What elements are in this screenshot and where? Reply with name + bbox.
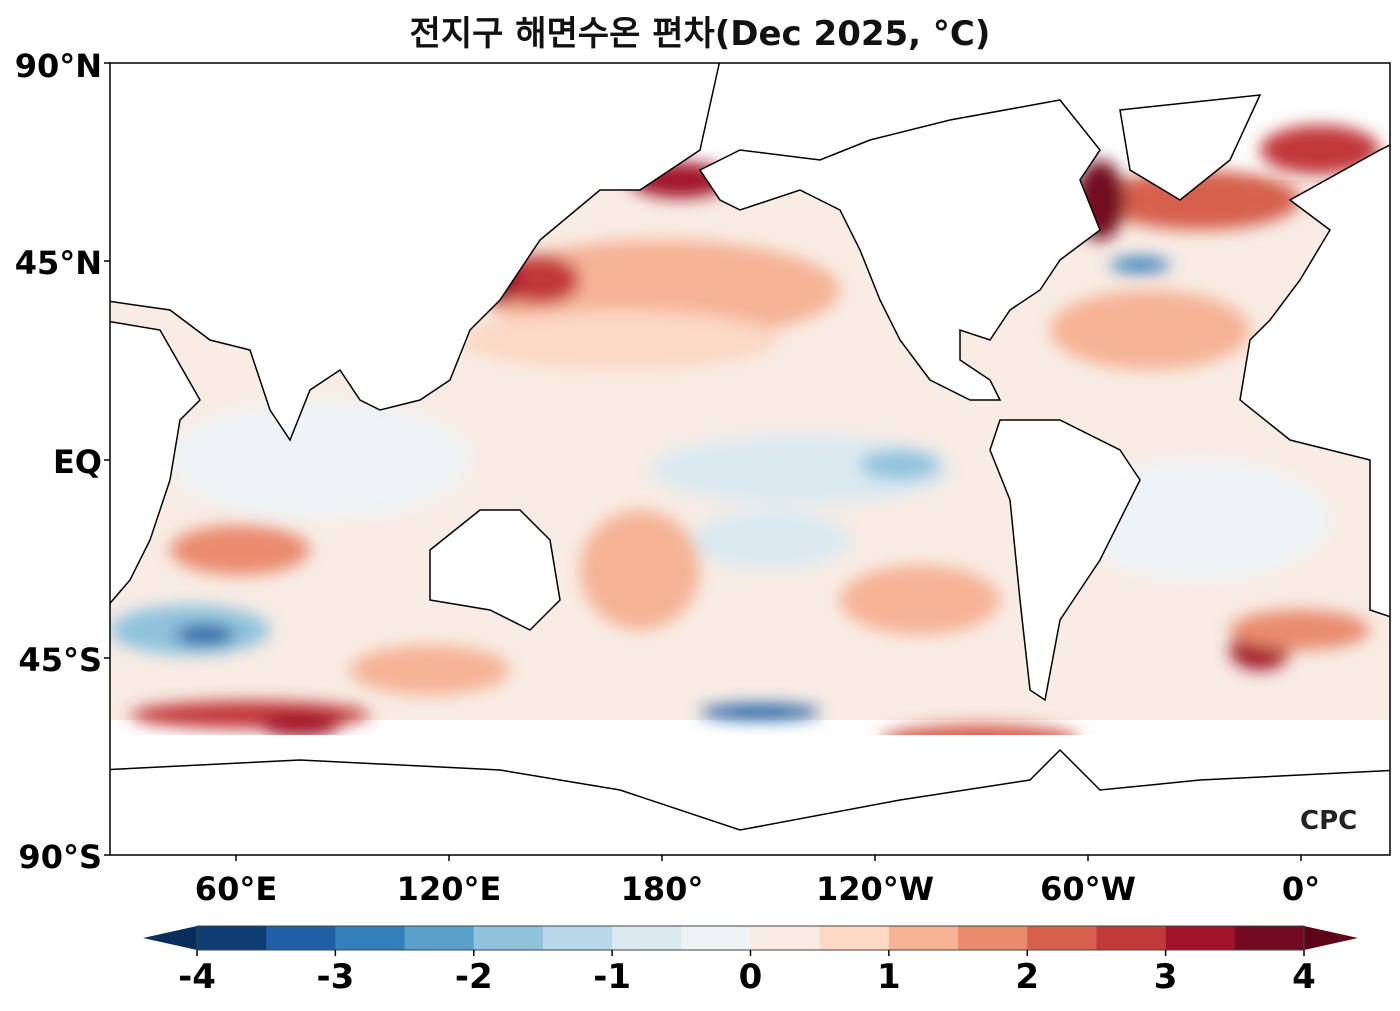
- colorbar-tick-label: 1: [877, 957, 901, 997]
- colorbar-segment: [681, 926, 751, 950]
- colorbar-segment: [819, 926, 890, 950]
- colorbar-segment: [750, 926, 821, 950]
- lat-label: 90°S: [18, 838, 102, 876]
- colorbar-tick-label: -4: [178, 957, 216, 997]
- colorbar-over-arrow: [1304, 926, 1358, 950]
- colorbar: [143, 925, 1358, 956]
- colorbar-segment: [473, 926, 544, 950]
- greenland: [1119, 94, 1262, 201]
- land-masses: [110, 63, 1390, 855]
- colorbar-tick-label: -1: [593, 957, 632, 997]
- colorbar-segment: [1027, 926, 1097, 950]
- map-title: 전지구 해면수온 편차(Dec 2025, °C): [409, 14, 991, 54]
- colorbar-tick-label: -2: [454, 957, 493, 997]
- colorbar-tick-label: 3: [1153, 957, 1178, 997]
- colorbar-segment: [958, 926, 1028, 950]
- north-america: [698, 99, 1101, 401]
- africa: [110, 320, 201, 605]
- colorbar-tick-label: -3: [316, 957, 355, 997]
- colorbar-segment: [1165, 926, 1236, 950]
- anomaly-patches: [110, 115, 1380, 756]
- colorbar-segment: [266, 926, 336, 950]
- lat-label: 45°S: [18, 641, 102, 679]
- colorbar-segment: [542, 926, 613, 950]
- colorbar-segment: [1234, 926, 1305, 950]
- lon-label: 120°E: [396, 870, 502, 908]
- lon-label: 60°E: [194, 870, 278, 908]
- south-america: [989, 419, 1141, 702]
- colorbar-tick-label: 0: [738, 957, 763, 997]
- colorbar-segment: [888, 926, 959, 950]
- lon-label: 60°W: [1040, 870, 1136, 908]
- lon-label: 0°: [1281, 870, 1321, 908]
- colorbar-tick-label: 2: [1015, 957, 1040, 997]
- colorbar-segment: [404, 926, 475, 950]
- lon-label: 120°W: [815, 870, 935, 908]
- lon-label: 180°: [620, 870, 704, 908]
- antarctica: [110, 748, 1390, 855]
- colorbar-segment: [1096, 926, 1167, 950]
- australia: [429, 509, 561, 631]
- colorbar-segment: [335, 926, 406, 950]
- cpc-logo: CPC: [1300, 806, 1358, 836]
- lat-label: EQ: [52, 443, 102, 481]
- colorbar-under-arrow: [143, 926, 197, 950]
- eurasia: [110, 63, 721, 442]
- colorbar-tick-label: 4: [1292, 957, 1316, 997]
- colorbar-segment: [197, 926, 267, 950]
- europe-africa-east: [1239, 144, 1390, 618]
- map-frame: [109, 62, 1391, 856]
- lat-label: 90°N: [14, 47, 102, 85]
- lat-label: 45°N: [14, 244, 102, 282]
- colorbar-segment: [612, 926, 682, 950]
